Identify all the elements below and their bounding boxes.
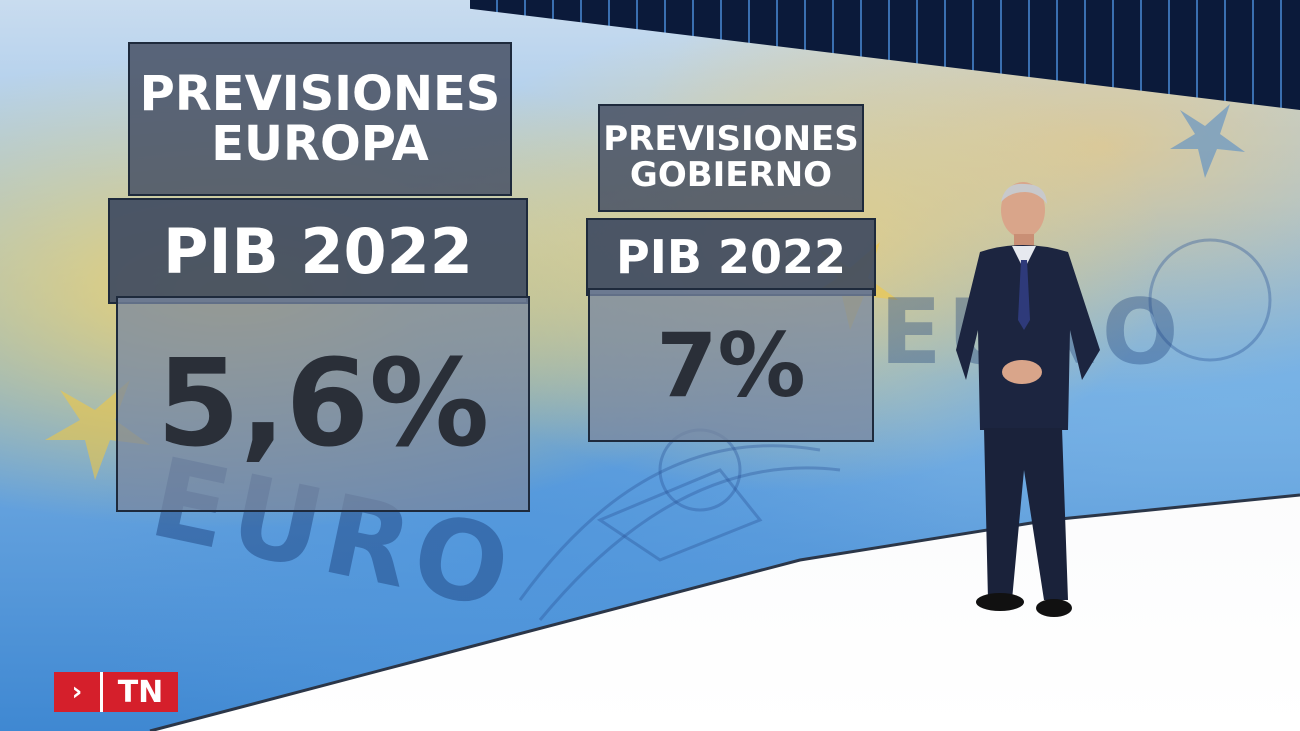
- panel-europa-value: 5,6%: [116, 296, 530, 512]
- panel-gobierno-title-line2: GOBIERNO: [629, 155, 833, 195]
- presenter: [956, 182, 1100, 617]
- chevron-right-icon: ›: [54, 672, 100, 712]
- panel-europa-title-line2: EUROPA: [211, 116, 429, 172]
- panel-gobierno-value: 7%: [588, 288, 874, 442]
- panel-europa-title-line1: PREVISIONES: [139, 65, 501, 122]
- channel-logo: › TN: [54, 672, 178, 712]
- panel-gobierno-title-line1: PREVISIONES: [603, 119, 859, 160]
- panel-gobierno-label: PIB 2022: [586, 218, 876, 296]
- tn-logo-text: TN: [100, 672, 178, 712]
- panel-gobierno-title: PREVISIONES GOBIERNO: [598, 104, 864, 212]
- panel-europa-label: PIB 2022: [108, 198, 528, 304]
- panel-europa-title: PREVISIONES EUROPA: [128, 42, 512, 196]
